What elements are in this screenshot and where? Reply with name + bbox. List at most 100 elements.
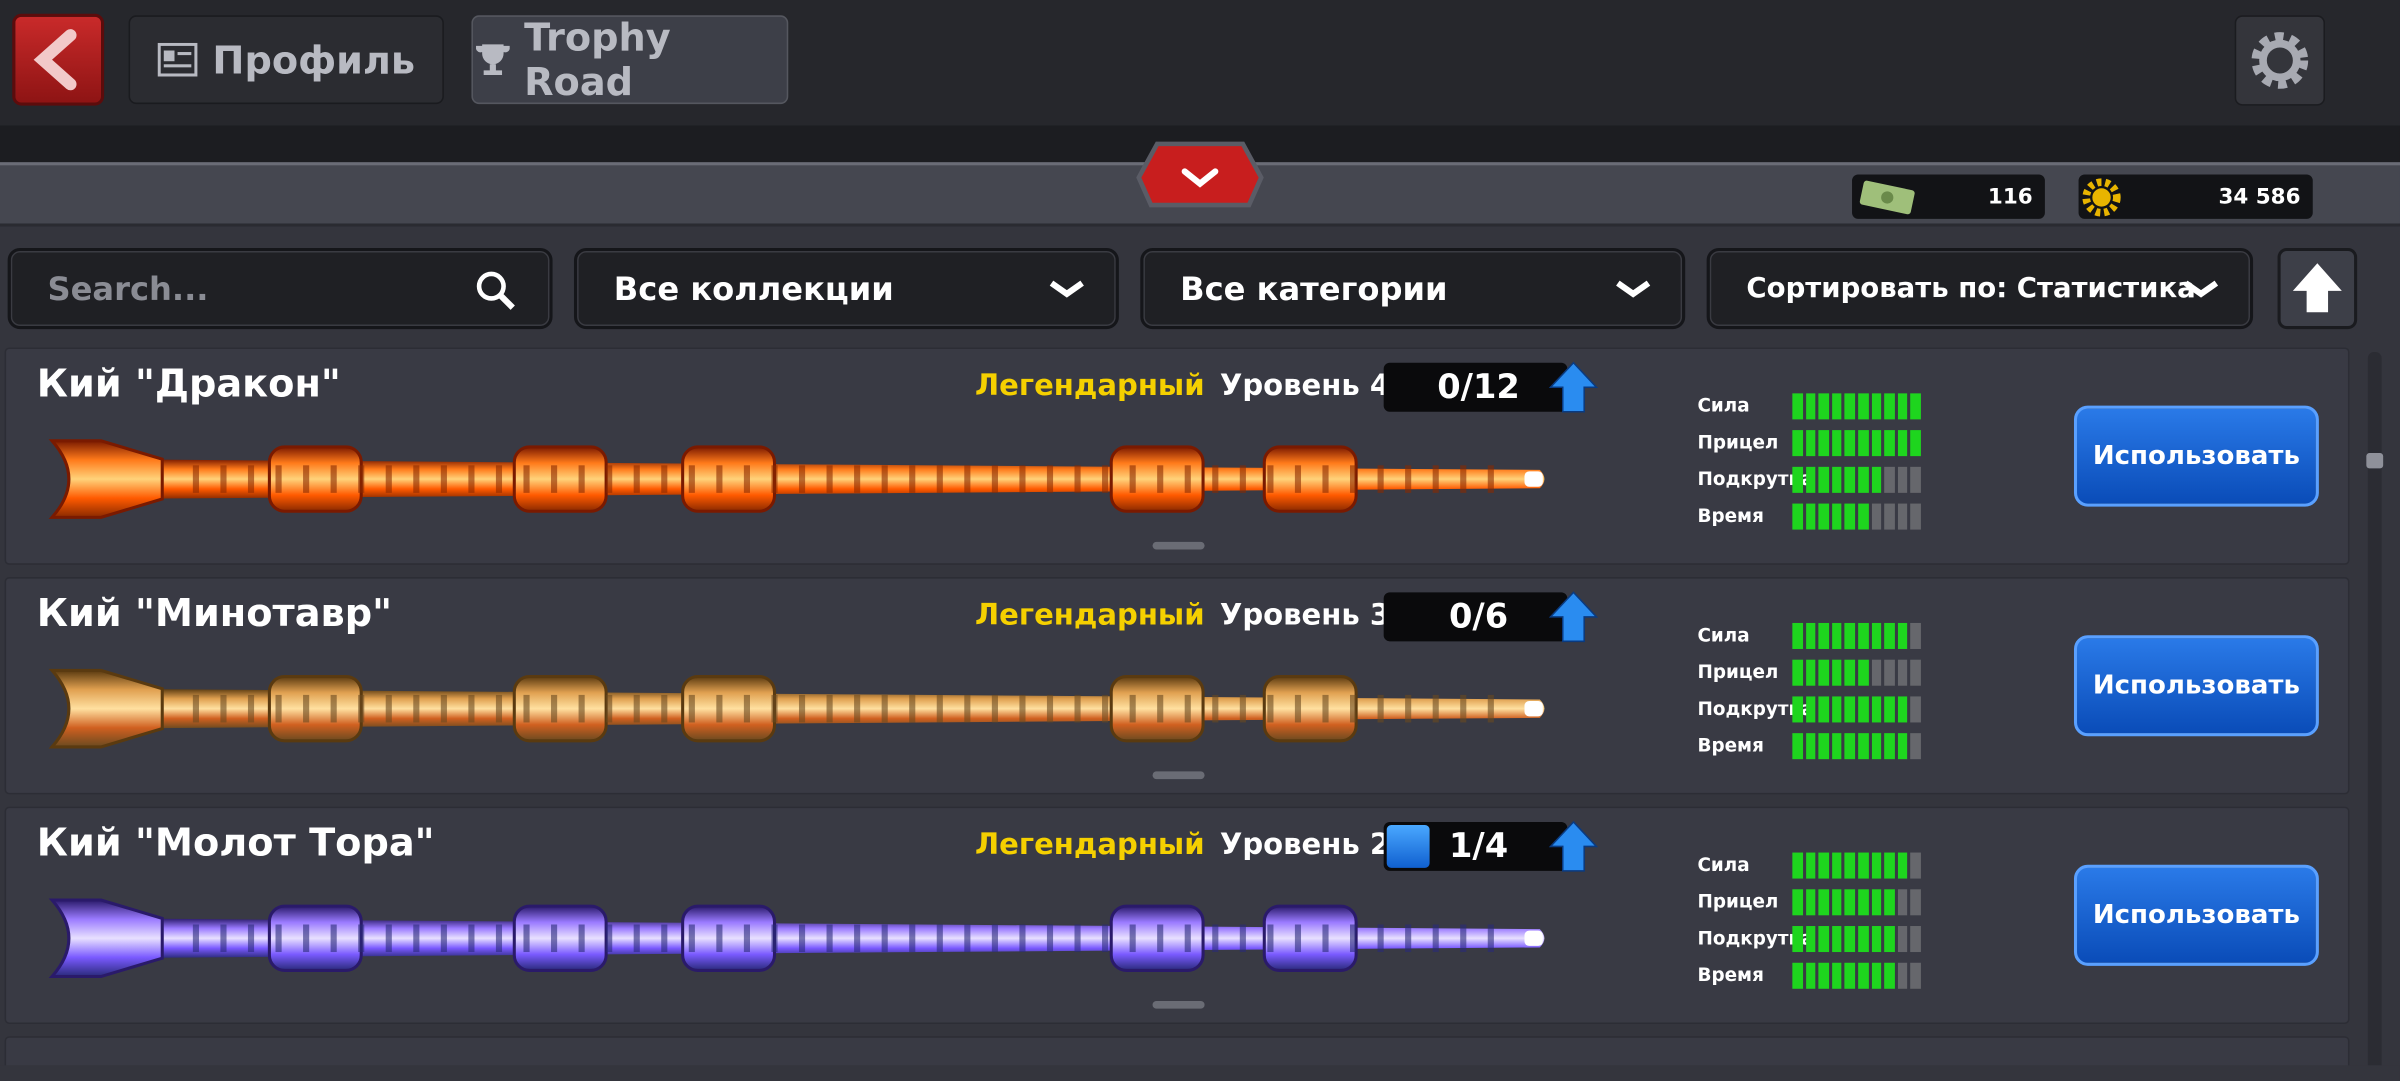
cue-band: [1405, 694, 1412, 723]
use-button[interactable]: Использовать: [2073, 635, 2319, 737]
cue-band: [1102, 924, 1109, 953]
cue-ornament: [1262, 445, 1358, 513]
stat-segment-filled: [1831, 622, 1842, 649]
stat-label: Прицел: [1697, 431, 1779, 454]
stat-segment-filled: [1818, 926, 1829, 953]
cue-band: [1184, 924, 1191, 953]
sort-dropdown[interactable]: Сортировать по: Статистика: [1706, 247, 2254, 330]
scrollbar: [2367, 352, 2382, 1072]
cue-band: [330, 465, 337, 493]
stat-segment-filled: [1897, 393, 1908, 420]
stat-segment-filled: [1818, 733, 1829, 760]
cue-band: [330, 924, 337, 953]
stat-segment-empty: [1897, 889, 1908, 916]
search-placeholder: Search...: [47, 270, 209, 307]
stat-segment-filled: [1792, 696, 1803, 723]
cue-band: [606, 924, 613, 953]
trophy-road-label: Trophy Road: [524, 15, 671, 105]
profile-label: Профиль: [212, 37, 416, 82]
stat-segment-filled: [1792, 466, 1803, 493]
stat-segment-empty: [1897, 926, 1908, 953]
cue-band: [633, 694, 640, 723]
stat-segment-filled: [1805, 696, 1816, 723]
stat-label: Сила: [1697, 624, 1750, 646]
cue-band: [606, 694, 613, 723]
stat-segment-filled: [1844, 852, 1856, 879]
chevron: [2183, 279, 2219, 297]
stat-segment-filled: [1897, 852, 1908, 879]
cue-band: [413, 924, 420, 953]
stat-segment-filled: [1884, 622, 1895, 649]
stat-segment-empty: [1910, 962, 1921, 989]
stat-label: Сила: [1697, 394, 1750, 417]
cue-band: [991, 694, 998, 723]
progress-slash: /: [1472, 597, 1485, 636]
cue-band: [688, 465, 695, 493]
cue-band: [1239, 465, 1246, 493]
collapse-tab[interactable]: [1133, 138, 1268, 215]
use-button[interactable]: Использовать: [2073, 405, 2319, 507]
stat-segment-empty: [1910, 503, 1921, 530]
stat-segment-filled: [1805, 733, 1816, 760]
cue-band: [633, 465, 640, 493]
stat-segment-filled: [1884, 733, 1895, 760]
stat-label: Время: [1697, 505, 1764, 527]
cue-band: [468, 924, 475, 953]
search-field[interactable]: Search...: [7, 247, 553, 330]
cue-band: [551, 924, 558, 953]
stat-segment-filled: [1792, 889, 1803, 916]
stat-segment-filled: [1818, 889, 1829, 916]
drag-handle: [1152, 771, 1205, 780]
stat-segment-empty: [1884, 659, 1895, 686]
cue-band: [247, 694, 255, 723]
cue-band: [854, 924, 861, 953]
progress-max: 12: [1472, 368, 1520, 407]
stat-segment-empty: [1910, 622, 1921, 649]
categories-label: Все категории: [1180, 270, 1448, 307]
progress-current: 0: [1448, 597, 1473, 636]
cue-band: [688, 924, 695, 953]
trophy-road-tab[interactable]: Trophy Road: [471, 15, 789, 105]
cue-ornament: [267, 674, 363, 743]
cue-band: [964, 924, 971, 953]
stat-segment-empty: [1897, 659, 1908, 686]
stat-segment-filled: [1884, 696, 1895, 723]
use-button[interactable]: Использовать: [2073, 864, 2319, 966]
cue-band: [1294, 924, 1302, 953]
cue-band: [936, 694, 943, 723]
progress-current: 1: [1448, 827, 1473, 866]
cash-icon: [1859, 180, 1915, 215]
back-button[interactable]: [12, 13, 105, 106]
cue-level: Уровень 3: [1219, 598, 1391, 633]
stat-segment-filled: [1844, 466, 1856, 493]
stat-segment-filled: [1818, 852, 1829, 879]
stat-segment-filled: [1871, 889, 1882, 916]
progress-text: 1/4: [1384, 822, 1568, 871]
cue-band: [771, 924, 778, 953]
settings-button[interactable]: [2234, 15, 2325, 106]
stat-segment-filled: [1858, 696, 1869, 723]
collections-dropdown[interactable]: Все коллекции: [573, 247, 1119, 330]
cue-band: [1377, 924, 1384, 953]
cue-band: [633, 924, 640, 953]
stat-segment-filled: [1897, 696, 1908, 723]
upgrade-arrow[interactable]: [1548, 361, 1598, 413]
stat-segment-filled: [1805, 962, 1816, 989]
profile-tab[interactable]: Профиль: [128, 15, 444, 105]
cue-band: [1046, 924, 1054, 953]
cue-band: [1102, 694, 1109, 723]
cue-band: [826, 694, 833, 723]
stat-segment-filled: [1818, 430, 1829, 457]
stat-segment-filled: [1831, 503, 1842, 530]
cue-band: [881, 694, 888, 723]
up-arrow-icon: [2292, 263, 2342, 313]
categories-dropdown[interactable]: Все категории: [1140, 247, 1686, 330]
stat-segment-filled: [1792, 733, 1803, 760]
stat-label: Время: [1697, 734, 1764, 757]
scroll-top-button[interactable]: [2277, 247, 2358, 330]
upgrade-arrow[interactable]: [1548, 591, 1598, 643]
upgrade-arrow[interactable]: [1548, 820, 1598, 872]
cue-band: [881, 465, 888, 493]
cue-band: [358, 694, 365, 723]
cue-band: [440, 694, 447, 723]
